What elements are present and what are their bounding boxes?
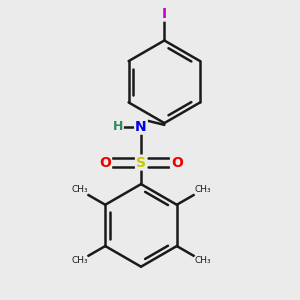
Text: CH₃: CH₃: [71, 185, 88, 194]
Text: O: O: [99, 156, 111, 170]
Text: H: H: [112, 120, 123, 133]
Text: O: O: [171, 156, 183, 170]
Text: S: S: [136, 156, 146, 170]
Text: CH₃: CH₃: [194, 256, 211, 266]
Text: N: N: [135, 120, 147, 134]
Text: CH₃: CH₃: [71, 256, 88, 266]
Text: CH₃: CH₃: [194, 185, 211, 194]
Text: I: I: [162, 7, 167, 21]
